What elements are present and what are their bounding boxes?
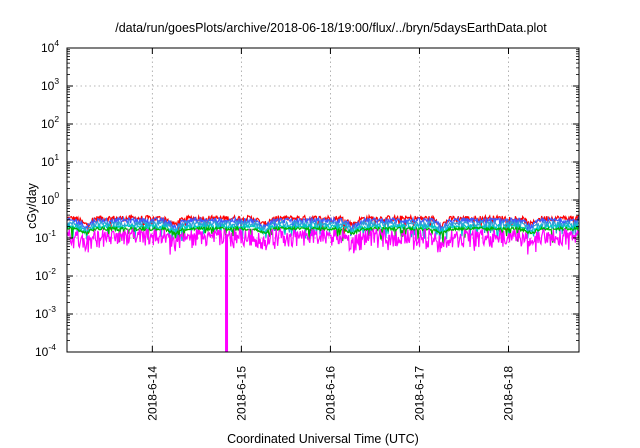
- y-tick-label: 104: [41, 38, 59, 55]
- y-axis: 10-4 10-3 10-2 10-1 100 101 102 103 104: [35, 38, 579, 359]
- y-tick-label: 101: [41, 152, 59, 169]
- y-tick-label: 103: [41, 76, 59, 93]
- series-line: [66, 225, 580, 245]
- y-tick-label: 10-4: [35, 342, 56, 359]
- x-tick-label: 2018-6-17: [412, 366, 426, 421]
- chart-title: /data/run/goesPlots/archive/2018-06-18/1…: [115, 21, 547, 35]
- x-tick-label: 2018-6-15: [234, 366, 248, 421]
- x-tick-label: 2018-6-16: [323, 366, 337, 421]
- y-axis-label: cGy/day: [25, 182, 39, 229]
- series-line: [66, 215, 580, 237]
- y-tick-label: 100: [41, 190, 59, 207]
- y-tick-label: 10-2: [35, 266, 56, 283]
- series-line: [66, 227, 580, 255]
- grid: [67, 48, 579, 352]
- x-tick-label: 2018-6-14: [145, 366, 159, 421]
- y-tick-label: 102: [41, 114, 59, 131]
- plot-area: [66, 213, 580, 352]
- y-tick-label: 10-3: [35, 304, 56, 321]
- series-line: [66, 213, 580, 235]
- x-axis-label: Coordinated Universal Time (UTC): [227, 432, 419, 446]
- y-tick-label: 10-1: [35, 228, 56, 245]
- x-axis: 2018-6-14 2018-6-15 2018-6-16 2018-6-17 2018…: [145, 48, 516, 421]
- x-tick-label: 2018-6-18: [502, 366, 516, 421]
